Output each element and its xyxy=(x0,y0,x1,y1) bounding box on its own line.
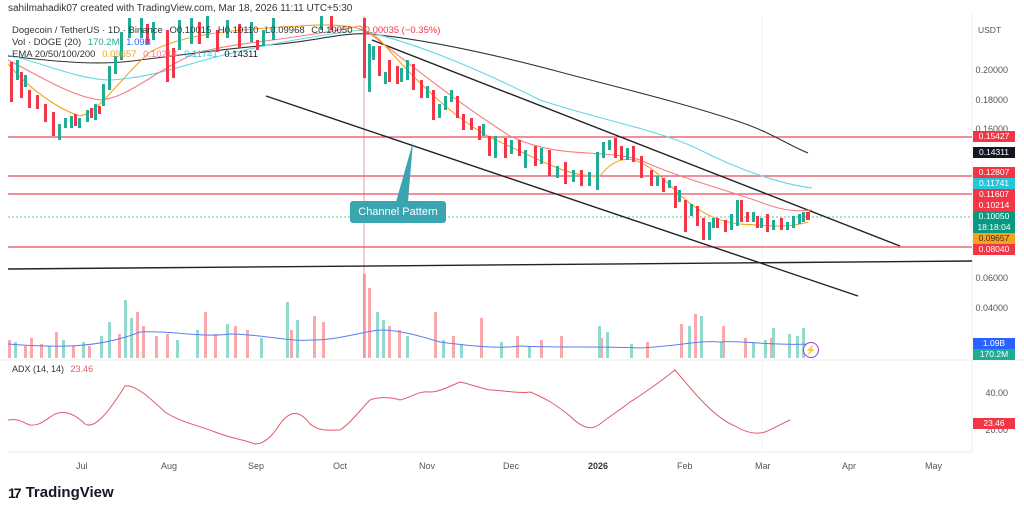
adx-legend[interactable]: ADX (14, 14) 23.46 xyxy=(12,364,93,374)
adx-line xyxy=(7,369,791,445)
price-tag-ema100: 0.11741 xyxy=(973,178,1015,189)
price-tick: 0.16000 xyxy=(975,124,1008,134)
symbol-title: Dogecoin / TetherUS · 1D · Binance xyxy=(12,25,163,36)
volume-bars xyxy=(8,274,805,358)
volume-ma-tag: 1.09B xyxy=(973,338,1015,349)
channel-upper-line xyxy=(371,39,901,247)
adx-value: 23.46 xyxy=(70,364,94,374)
symbol-legend[interactable]: Dogecoin / TetherUS · 1D · Binance O0.10… xyxy=(12,25,440,36)
ema100-value: 0.11741 xyxy=(184,49,218,60)
ohlc-change: −0.00035 (−0.35%) xyxy=(359,25,441,36)
x-axis-label: Sep xyxy=(248,461,265,471)
trendline-base xyxy=(7,260,973,270)
volume-ma-line xyxy=(7,329,811,349)
x-axis-label: Oct xyxy=(333,461,348,471)
tradingview-logo[interactable]: 17 TradingView xyxy=(8,484,114,501)
ema200-value: 0.14311 xyxy=(224,49,258,60)
ema50-value: 0.10214 xyxy=(143,49,178,60)
adx-value-tag: 23.46 xyxy=(973,418,1015,429)
volume-legend[interactable]: Vol · DOGE (20) 170.2M 1.09B xyxy=(12,37,151,48)
price-tick: 0.18000 xyxy=(975,95,1008,105)
ema-legend[interactable]: EMA 20/50/100/200 0.09657 0.10214 0.1174… xyxy=(12,49,258,60)
price-tag-ema20: 0.09657 xyxy=(973,233,1015,244)
annotation-pointer xyxy=(396,142,413,202)
ohlc-high: H0.10110 xyxy=(217,25,259,36)
watermark-text: sahilmahadik07 created with TradingView.… xyxy=(8,3,353,14)
x-axis-label: May xyxy=(925,461,943,471)
ema20-value: 0.09657 xyxy=(102,49,137,60)
x-axis-label: Dec xyxy=(503,461,520,471)
volume-value: 170.2M xyxy=(87,37,120,48)
lightning-icon[interactable]: ⚡ xyxy=(803,342,819,358)
x-axis-label: Mar xyxy=(755,461,771,471)
countdown-tag: 18:18:04 xyxy=(973,222,1015,233)
adx-label: ADX (14, 14) xyxy=(12,364,65,374)
price-tick: 0.20000 xyxy=(975,65,1008,75)
price-tag-level: 0.08040 xyxy=(973,244,1015,255)
x-axis-label: Aug xyxy=(161,461,178,471)
tradingview-logo-icon: 17 xyxy=(8,484,22,501)
x-axis-label: 2026 xyxy=(588,461,609,471)
price-tag-ema50: 0.10214 xyxy=(973,200,1015,211)
volume-label: Vol · DOGE (20) xyxy=(12,37,82,48)
price-tick: 0.04000 xyxy=(975,303,1008,313)
adx-tick: 40.00 xyxy=(985,388,1008,398)
candlesticks xyxy=(10,16,810,240)
price-tag-ema200: 0.14311 xyxy=(973,147,1015,158)
currency-label: USDT xyxy=(978,25,1002,35)
ohlc-low: L0.09968 xyxy=(265,25,305,36)
price-tag-level: 0.11607 xyxy=(973,189,1015,200)
x-axis-label: Apr xyxy=(842,461,857,471)
x-axis-label: Jul xyxy=(76,461,88,471)
price-tag-current: 0.10050 xyxy=(973,211,1015,222)
ohlc-open: O0.10015 xyxy=(169,25,212,36)
x-axis-label: Feb xyxy=(677,461,693,471)
adx-tick: 20.00 xyxy=(985,425,1008,435)
tradingview-logo-text: TradingView xyxy=(25,484,114,501)
price-tick: 0.06000 xyxy=(975,273,1008,283)
price-tag-level: 0.12807 xyxy=(973,167,1015,178)
ohlc-close: C0.10050 xyxy=(311,25,353,36)
channel-lower-line xyxy=(265,95,859,297)
price-tag-level: 0.15427 xyxy=(973,131,1015,142)
channel-pattern-label[interactable]: Channel Pattern xyxy=(350,201,446,223)
volume-tag: 170.2M xyxy=(973,349,1015,360)
ema50-line xyxy=(7,25,813,212)
x-axis-label: Nov xyxy=(419,461,436,471)
volume-ma-value: 1.09B xyxy=(126,37,151,48)
ema-label: EMA 20/50/100/200 xyxy=(12,49,96,60)
